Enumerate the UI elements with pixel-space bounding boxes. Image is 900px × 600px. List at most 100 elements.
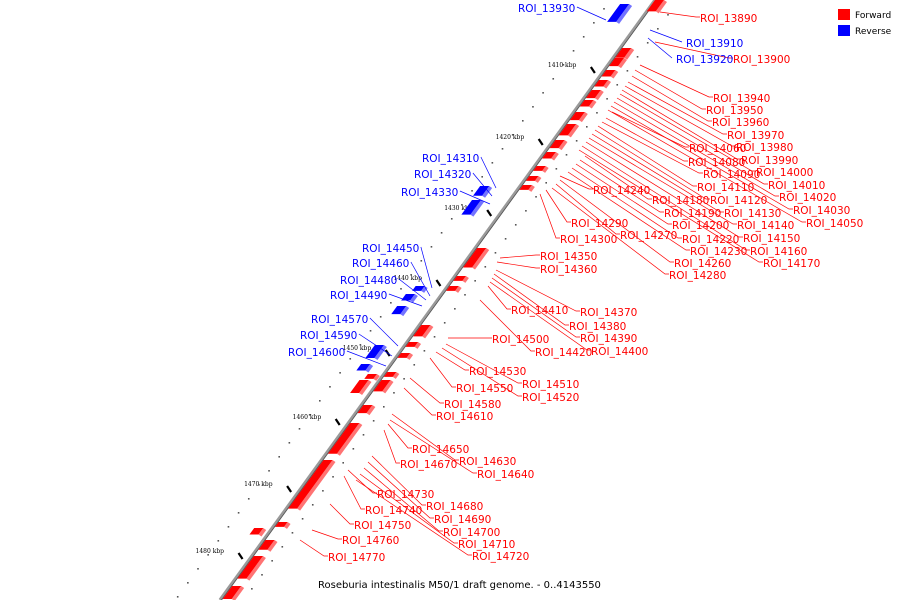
forward-gene-label[interactable]: ROI_14030 [793, 205, 850, 217]
forward-gene-label[interactable]: ROI_14000 [756, 167, 813, 179]
forward-gene-label[interactable]: ROI_14510 [522, 379, 579, 391]
track-dot [454, 308, 456, 310]
forward-gene-label[interactable]: ROI_13980 [736, 142, 793, 154]
forward-gene-label[interactable]: ROI_14270 [620, 230, 677, 242]
forward-gene-label[interactable]: ROI_14280 [669, 270, 726, 282]
forward-gene-label[interactable]: ROI_14680 [426, 501, 483, 513]
forward-gene-label[interactable]: ROI_14420 [535, 347, 592, 359]
reverse-gene-label[interactable]: ROI_14480 [340, 275, 397, 287]
forward-gene-label[interactable]: ROI_13940 [713, 93, 770, 105]
forward-gene-label[interactable]: ROI_14300 [560, 234, 617, 246]
forward-gene-label[interactable]: ROI_14400 [591, 346, 648, 358]
reverse-gene-label[interactable]: ROI_14590 [300, 330, 357, 342]
leader-line [391, 413, 459, 461]
forward-gene-label[interactable]: ROI_14290 [571, 218, 628, 230]
forward-gene-label[interactable]: ROI_14130 [724, 208, 781, 220]
track-dot [420, 260, 423, 262]
forward-gene-label[interactable]: ROI_14700 [443, 527, 500, 539]
forward-gene-label[interactable]: ROI_14190 [664, 208, 721, 220]
forward-gene-arrow [237, 556, 263, 579]
forward-gene-label[interactable]: ROI_14010 [768, 180, 825, 192]
forward-gene-label[interactable]: ROI_14090 [703, 169, 760, 181]
forward-gene-label[interactable]: ROI_14770 [328, 552, 385, 564]
forward-gene-label[interactable]: ROI_13890 [700, 13, 757, 25]
forward-gene-label[interactable]: ROI_14350 [540, 251, 597, 263]
leader-line [619, 93, 756, 172]
forward-gene-label[interactable]: ROI_14180 [652, 195, 709, 207]
reverse-gene-label[interactable]: ROI_14320 [414, 169, 471, 181]
forward-gene-label[interactable]: ROI_14020 [779, 192, 836, 204]
forward-gene-label[interactable]: ROI_14530 [469, 366, 526, 378]
forward-gene-label[interactable]: ROI_14080 [688, 157, 745, 169]
reverse-gene-label[interactable]: ROI_13910 [686, 38, 743, 50]
track-dot [501, 148, 504, 150]
forward-gene-label[interactable]: ROI_14220 [682, 234, 739, 246]
forward-gene-label[interactable]: ROI_14640 [477, 469, 534, 481]
gene-shade [528, 185, 535, 192]
forward-gene-label[interactable]: ROI_14200 [672, 220, 729, 232]
forward-gene-label[interactable]: ROI_14110 [697, 182, 754, 194]
forward-gene-label[interactable]: ROI_14120 [710, 195, 767, 207]
reverse-gene-label[interactable]: ROI_14310 [422, 153, 479, 165]
tick-mark [589, 66, 596, 74]
forward-gene-arrow [463, 248, 487, 268]
forward-gene-label[interactable]: ROI_14720 [472, 551, 529, 563]
reverse-gene-label[interactable]: ROI_13930 [518, 3, 575, 15]
forward-gene-label[interactable]: ROI_14390 [580, 333, 637, 345]
track-dot [349, 358, 352, 360]
forward-gene-label[interactable]: ROI_14750 [354, 520, 411, 532]
forward-gene-label[interactable]: ROI_14710 [458, 539, 515, 551]
forward-gene-label[interactable]: ROI_14670 [400, 459, 457, 471]
reverse-gene-label[interactable]: ROI_14460 [352, 258, 409, 270]
reverse-gene-label[interactable]: ROI_14570 [311, 314, 368, 326]
gene-shade [284, 522, 291, 529]
leader-line [429, 357, 456, 388]
leader-line [363, 467, 443, 532]
forward-gene-label[interactable]: ROI_14380 [569, 321, 626, 333]
forward-gene-label[interactable]: ROI_14230 [690, 246, 747, 258]
forward-gene-label[interactable]: ROI_13960 [712, 117, 769, 129]
leader-line [398, 278, 427, 301]
forward-gene-label[interactable]: ROI_14260 [674, 258, 731, 270]
leader-line [435, 351, 469, 371]
reverse-gene-arrow [391, 306, 407, 315]
forward-gene-label[interactable]: ROI_14550 [456, 383, 513, 395]
forward-gene-label[interactable]: ROI_14650 [412, 444, 469, 456]
forward-gene-label[interactable]: ROI_14370 [580, 307, 637, 319]
forward-gene-label[interactable]: ROI_14170 [763, 258, 820, 270]
forward-gene-label[interactable]: ROI_14730 [377, 489, 434, 501]
forward-gene-label[interactable]: ROI_14240 [593, 185, 650, 197]
gene-shade [365, 364, 374, 373]
track-dot [319, 400, 321, 402]
reverse-gene-label[interactable]: ROI_14490 [330, 290, 387, 302]
forward-gene-label[interactable]: ROI_13900 [733, 54, 790, 66]
forward-gene-label[interactable]: ROI_14150 [743, 233, 800, 245]
forward-gene-label[interactable]: ROI_13990 [741, 155, 798, 167]
track-dot [481, 176, 483, 178]
forward-gene-label[interactable]: ROI_13950 [706, 105, 763, 117]
forward-gene-label[interactable]: ROI_14760 [342, 535, 399, 547]
forward-gene-label[interactable]: ROI_14410 [511, 305, 568, 317]
leader-line [329, 503, 354, 525]
forward-gene-label[interactable]: ROI_14360 [540, 264, 597, 276]
reverse-gene-label[interactable]: ROI_13920 [676, 54, 733, 66]
reverse-gene-label[interactable]: ROI_14330 [401, 187, 458, 199]
forward-gene-label[interactable]: ROI_14500 [492, 334, 549, 346]
reverse-gene-label[interactable]: ROI_14450 [362, 243, 419, 255]
forward-gene-label[interactable]: ROI_14740 [365, 505, 422, 517]
forward-gene-label[interactable]: ROI_14580 [444, 399, 501, 411]
reverse-gene-label[interactable]: ROI_14600 [288, 347, 345, 359]
forward-gene-label[interactable]: ROI_14690 [434, 514, 491, 526]
forward-gene-label[interactable]: ROI_14050 [806, 218, 863, 230]
gene-arrows [222, 0, 667, 600]
gene-shade [374, 345, 387, 360]
forward-gene-label[interactable]: ROI_14140 [737, 220, 794, 232]
forward-gene-label[interactable]: ROI_14520 [522, 392, 579, 404]
forward-gene-label[interactable]: ROI_14060 [689, 143, 746, 155]
forward-gene-label[interactable]: ROI_14160 [750, 246, 807, 258]
forward-gene-label[interactable]: ROI_13970 [727, 130, 784, 142]
track-dot [339, 372, 341, 374]
forward-gene-label[interactable]: ROI_14630 [459, 456, 516, 468]
forward-gene-label[interactable]: ROI_14610 [436, 411, 493, 423]
track-dot [362, 434, 365, 436]
